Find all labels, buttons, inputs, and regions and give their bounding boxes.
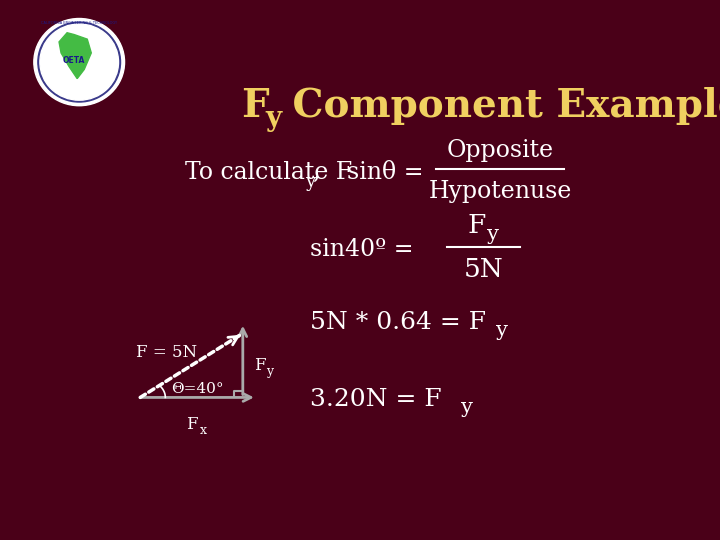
Text: F = 5N: F = 5N (136, 345, 197, 361)
Text: y: y (266, 365, 274, 378)
Text: sin40º =: sin40º = (310, 238, 414, 261)
Polygon shape (59, 33, 91, 79)
Text: F: F (186, 416, 197, 433)
Text: y: y (487, 225, 500, 245)
Text: y: y (305, 173, 315, 191)
Text: y: y (265, 105, 282, 132)
Ellipse shape (40, 24, 119, 100)
Text: CALIFORNIA ENGINEERING & TECHNOLOGY: CALIFORNIA ENGINEERING & TECHNOLOGY (41, 21, 117, 25)
Text: Hypotenuse: Hypotenuse (428, 180, 572, 203)
Text: Θ=40°: Θ=40° (171, 382, 223, 396)
Text: y: y (496, 321, 508, 340)
Text: Opposite: Opposite (446, 139, 554, 161)
Text: F: F (254, 357, 266, 374)
Text: OETA: OETA (63, 56, 86, 65)
Text: x: x (200, 424, 207, 437)
Text: Component Example: Component Example (279, 87, 720, 125)
Text: To calculate F: To calculate F (185, 161, 352, 184)
Ellipse shape (38, 22, 120, 102)
Text: 5N: 5N (464, 257, 503, 282)
Text: y: y (461, 399, 472, 417)
Text: 5N * 0.64 = F: 5N * 0.64 = F (310, 311, 487, 334)
Text: F: F (240, 87, 269, 125)
Text: 3.20N = F: 3.20N = F (310, 388, 442, 411)
Text: ,: , (312, 161, 320, 184)
Text: F: F (467, 213, 486, 238)
Ellipse shape (34, 18, 125, 106)
Text: sinθ =: sinθ = (347, 161, 423, 184)
